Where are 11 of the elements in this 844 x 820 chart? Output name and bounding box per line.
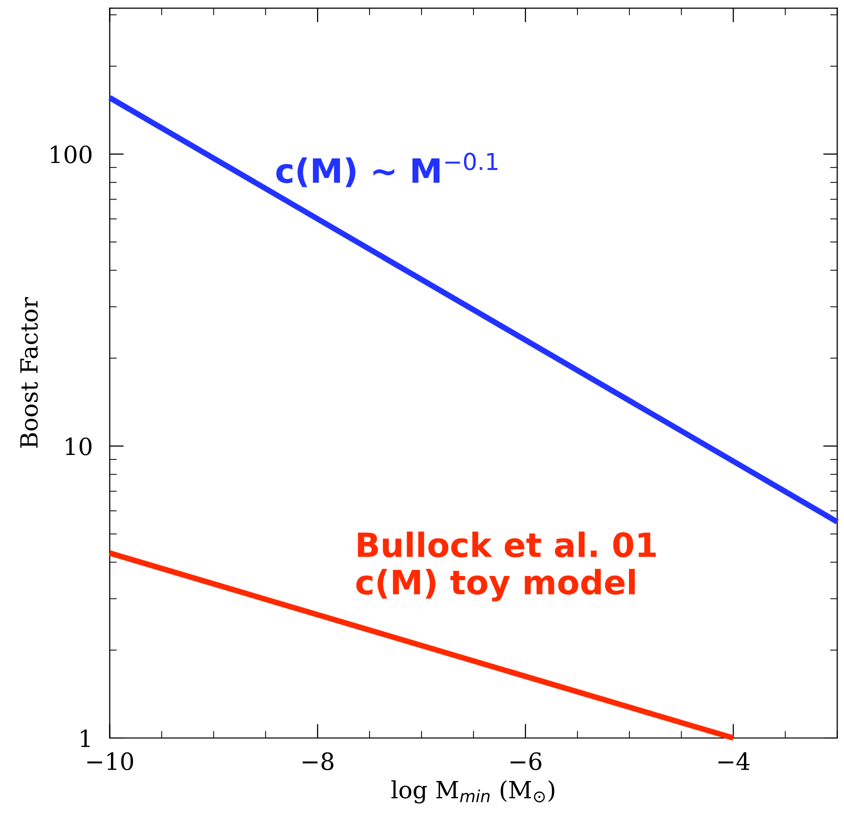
series-label: c(M) ~ M$^{−0.1}$	[276, 152, 498, 188]
x-tick-label: −6	[510, 752, 542, 770]
y-axis-title: Boost Factor	[20, 297, 38, 448]
y-tick-label: 10	[66, 437, 92, 456]
x-tick-label: −8	[302, 752, 334, 770]
y-tick-label: 1	[80, 729, 90, 747]
x-axis-title: log M$_{min}$ (M$_{⊙}$)	[391, 780, 554, 804]
y-tick-label: 100	[50, 146, 92, 164]
x-tick-label: −4	[718, 752, 750, 770]
x-tick-label: −10	[87, 752, 134, 770]
series-label: Bullock et al. 01 c(M) toy model	[356, 532, 656, 602]
